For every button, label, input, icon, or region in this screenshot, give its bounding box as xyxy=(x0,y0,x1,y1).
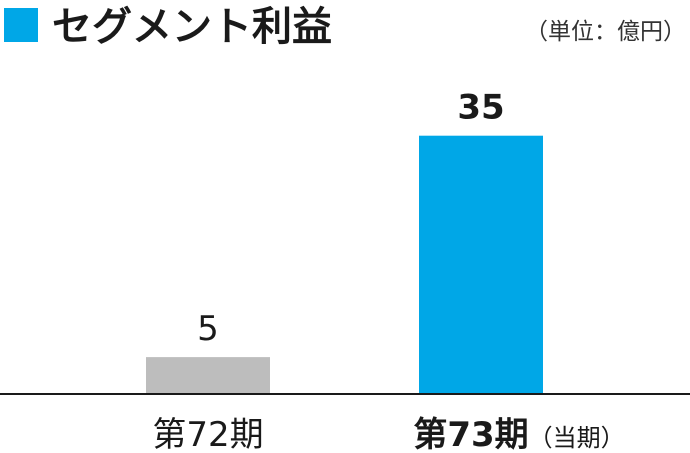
category-label: 第73期（当期） xyxy=(413,415,624,453)
category-name: 第73期 xyxy=(413,415,528,453)
category-label: 第72期 xyxy=(152,415,263,453)
labels-layer: 5 第72期 35 第73期（当期） xyxy=(152,88,624,453)
title-marker-square xyxy=(4,8,38,42)
value-label: 35 xyxy=(457,88,504,128)
chart-title: セグメント利益 xyxy=(52,4,332,50)
bars-layer xyxy=(146,135,543,394)
category-note: （当期） xyxy=(529,424,625,452)
bar-previous-period xyxy=(146,357,270,394)
bar-current-period xyxy=(419,135,543,394)
value-label: 5 xyxy=(197,309,219,349)
unit-label: （単位：億円） xyxy=(525,19,686,45)
category-name: 第72期 xyxy=(152,415,263,453)
